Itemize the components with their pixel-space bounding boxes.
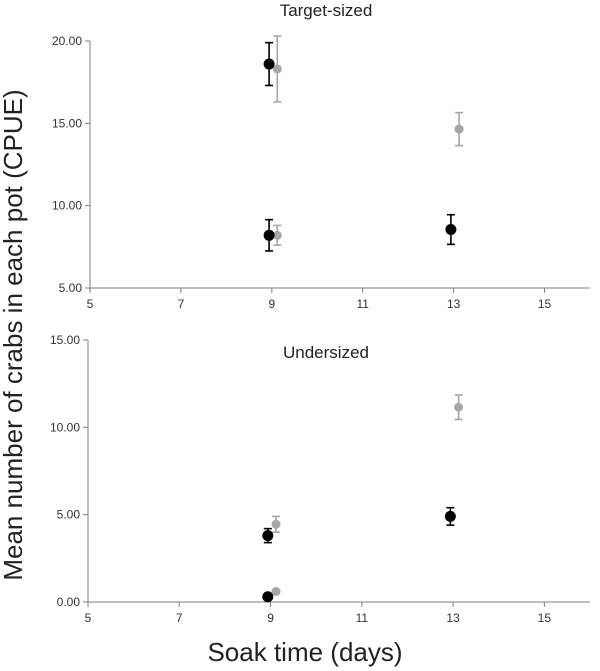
- grey-point: [271, 519, 281, 529]
- x-tick-label: 11: [356, 611, 369, 625]
- black-point: [445, 224, 457, 236]
- x-axis-label: Soak time (days): [207, 637, 402, 667]
- y-tick-label: 5.00: [57, 508, 81, 522]
- grey-point: [272, 64, 282, 74]
- y-tick-label: 5.00: [59, 281, 83, 295]
- panel-title-undersized: Undersized: [283, 343, 369, 362]
- x-tick-label: 15: [538, 297, 552, 311]
- axes-target-sized: [89, 41, 590, 289]
- x-tick-label: 13: [446, 611, 460, 625]
- black-point: [263, 58, 275, 70]
- x-tick-label: 9: [267, 611, 274, 625]
- y-tick-label: 10.00: [50, 420, 80, 434]
- y-tick-label: 20.00: [52, 34, 82, 48]
- x-tick-label: 5: [85, 611, 92, 625]
- grey-point: [272, 230, 282, 240]
- black-point: [444, 510, 456, 522]
- panel-undersized: Undersized 0.00 5.00 10.00 15.00 5 7 9 11 13 15: [50, 333, 590, 625]
- panel-target-sized: Target-sized 5.00 10.00 15.00 20.00 5 7 9 11 13 1…: [52, 1, 590, 311]
- black-point: [262, 530, 274, 542]
- x-tick-label: 11: [356, 297, 369, 311]
- grey-point: [454, 124, 464, 134]
- x-tick-label: 7: [176, 611, 183, 625]
- y-tick-label: 0.00: [57, 595, 81, 609]
- y-tick-label: 15.00: [50, 333, 80, 347]
- x-tick-label: 5: [87, 297, 94, 311]
- black-point: [263, 229, 275, 241]
- y-tick-label: 10.00: [52, 199, 82, 213]
- grey-point: [271, 587, 281, 597]
- marks-undersized: [262, 394, 464, 603]
- ticks-target-sized: 5.00 10.00 15.00 20.00 5 7 9 11 13 15: [52, 34, 552, 311]
- y-axis-label: Mean number of crabs in each pot (CPUE): [0, 89, 28, 580]
- axes-undersized: [87, 340, 590, 603]
- black-point: [262, 591, 274, 603]
- marks-target-sized: [263, 35, 464, 252]
- ticks-undersized: 0.00 5.00 10.00 15.00 5 7 9 11 13 15: [50, 333, 551, 625]
- y-tick-label: 15.00: [52, 116, 82, 130]
- x-tick-label: 7: [178, 297, 185, 311]
- x-tick-label: 9: [268, 297, 275, 311]
- x-tick-label: 13: [447, 297, 461, 311]
- x-tick-label: 15: [538, 611, 552, 625]
- panel-title-target-sized: Target-sized: [280, 1, 373, 20]
- grey-point: [454, 402, 464, 412]
